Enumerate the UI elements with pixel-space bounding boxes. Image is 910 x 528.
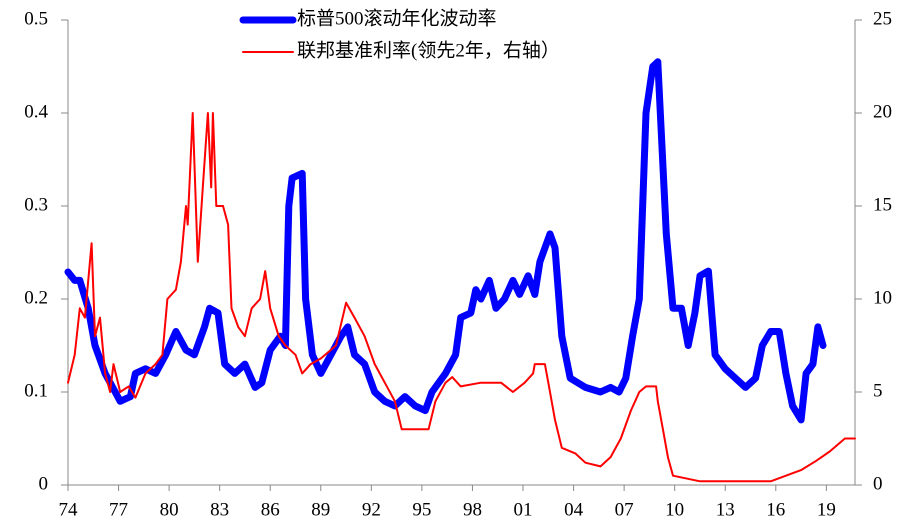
- x-tick-label: 74: [59, 499, 79, 520]
- y-tick-label: 0.2: [24, 287, 48, 308]
- series-line: [64, 58, 827, 424]
- y2-tick-label: 20: [873, 101, 892, 122]
- legend-label: 联邦基准利率(领先2年，右轴）: [297, 39, 560, 61]
- x-tick-label: 01: [514, 499, 533, 520]
- x-tick-label: 86: [261, 499, 280, 520]
- y2-tick-label: 15: [873, 194, 892, 215]
- y2-tick-label: 5: [873, 380, 883, 401]
- y2-tick-label: 25: [873, 8, 892, 29]
- x-tick-label: 92: [362, 499, 381, 520]
- x-tick-label: 80: [160, 499, 179, 520]
- x-tick-label: 89: [311, 499, 330, 520]
- x-tick-label: 19: [817, 499, 836, 520]
- x-tick-label: 83: [210, 499, 229, 520]
- x-tick-label: 04: [564, 499, 584, 520]
- series-line: [67, 112, 856, 483]
- x-tick-label: 98: [463, 499, 482, 520]
- y2-tick-label: 0: [873, 473, 883, 494]
- y-tick-label: 0: [39, 473, 49, 494]
- x-tick-label: 95: [412, 499, 431, 520]
- y-tick-label: 0.3: [24, 194, 48, 215]
- x-tick-label: 10: [665, 499, 684, 520]
- x-tick-label: 77: [109, 499, 128, 520]
- x-tick-label: 16: [766, 499, 785, 520]
- x-tick-label: 13: [716, 499, 735, 520]
- legend-label: 标普500滚动年化波动率: [297, 7, 497, 29]
- y-tick-label: 0.4: [24, 101, 48, 122]
- y-tick-label: 0.5: [24, 8, 48, 29]
- y2-tick-label: 10: [873, 287, 892, 308]
- x-tick-label: 07: [615, 499, 634, 520]
- y-tick-label: 0.1: [24, 380, 48, 401]
